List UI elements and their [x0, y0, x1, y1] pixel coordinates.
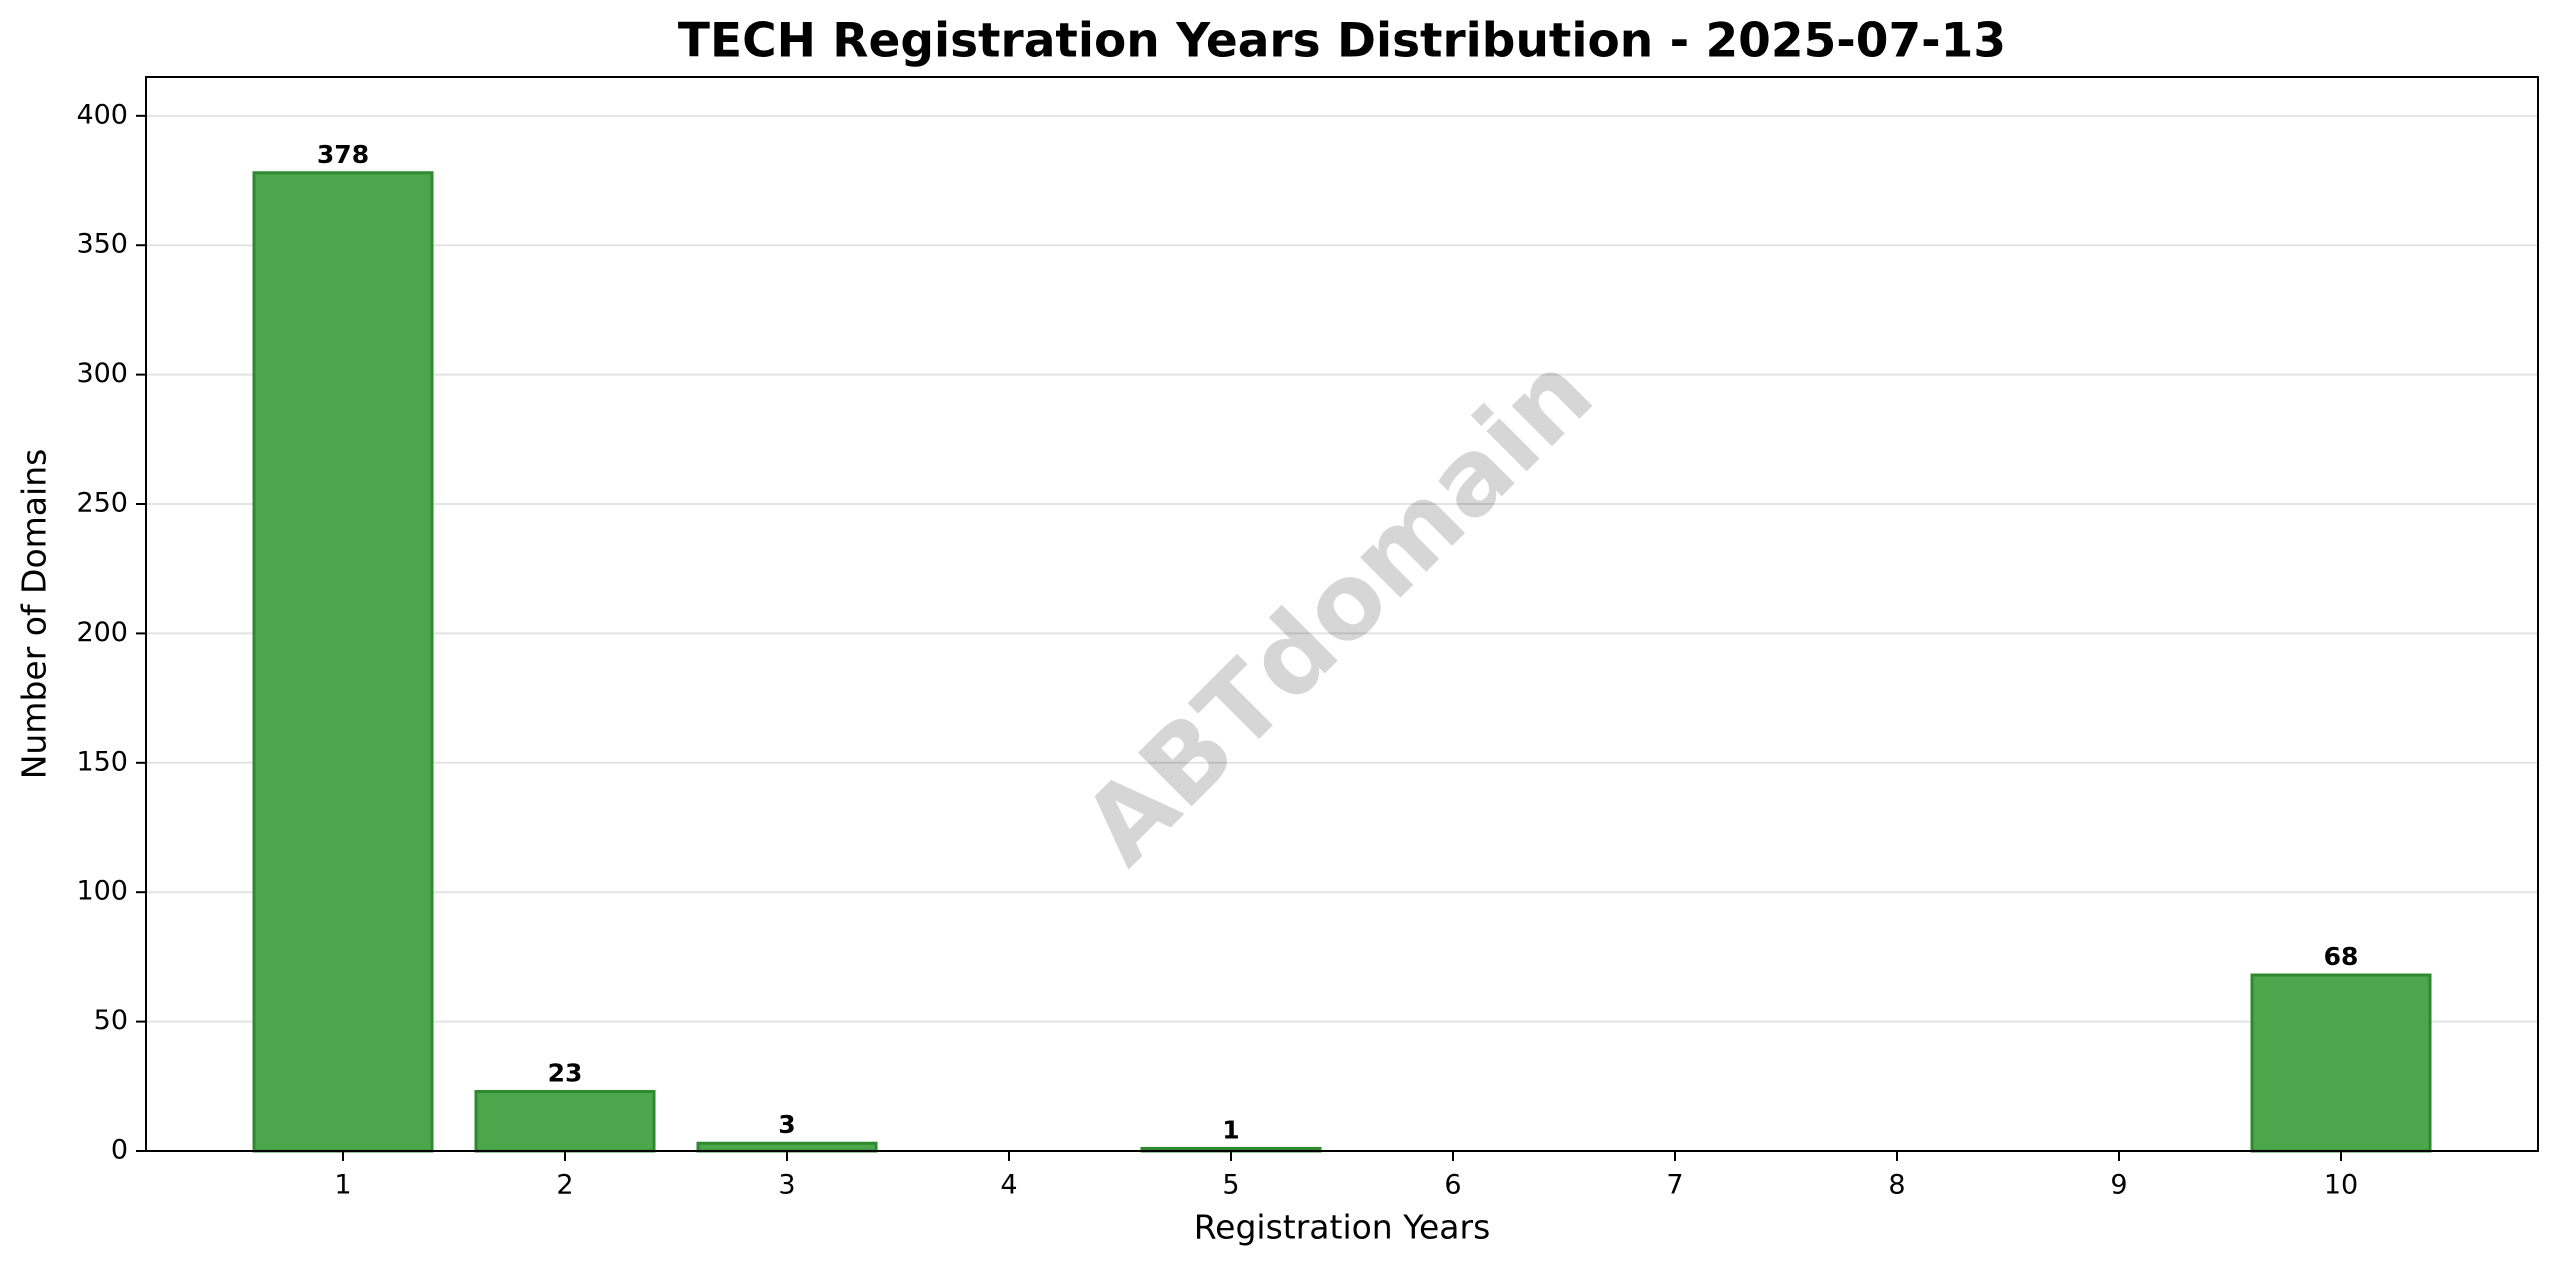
y-tick-label: 400 — [76, 99, 128, 130]
y-tick-label: 250 — [76, 488, 128, 519]
data-label-3: 3 — [778, 1110, 795, 1139]
x-tick-label: 1 — [334, 1170, 351, 1201]
y-tick-label: 0 — [111, 1135, 128, 1166]
x-axis-ticks: 1 2 3 4 5 6 7 8 9 10 — [334, 1151, 2358, 1201]
data-label-5: 1 — [1222, 1115, 1239, 1144]
grid-lines — [146, 114, 2538, 1023]
x-tick-label: 2 — [556, 1170, 573, 1201]
y-tick-label: 150 — [76, 746, 128, 777]
data-label-1: 378 — [317, 140, 369, 169]
x-tick-label: 10 — [2324, 1170, 2358, 1201]
y-tick-label: 100 — [76, 876, 128, 907]
bar-2 — [474, 1089, 656, 1153]
x-tick-label: 7 — [1666, 1170, 1683, 1201]
x-axis-label: Registration Years — [1194, 1208, 1491, 1247]
x-tick-label: 3 — [778, 1170, 795, 1201]
data-label-10: 68 — [2324, 942, 2359, 971]
data-labels: 378 23 3 1 68 — [317, 140, 2358, 1145]
x-tick-label: 9 — [2110, 1170, 2127, 1201]
y-tick-label: 350 — [76, 229, 128, 260]
data-label-2: 23 — [548, 1058, 583, 1087]
y-tick-label: 50 — [94, 1005, 128, 1036]
bar-10 — [2250, 973, 2432, 1153]
y-axis-label: Number of Domains — [15, 449, 54, 780]
x-tick-label: 5 — [1222, 1170, 1239, 1201]
x-tick-label: 6 — [1444, 1170, 1461, 1201]
bar-1 — [252, 171, 434, 1153]
x-tick-label: 4 — [1000, 1170, 1017, 1201]
x-tick-label: 8 — [1888, 1170, 1905, 1201]
chart-title: TECH Registration Years Distribution - 2… — [678, 14, 2006, 69]
y-tick-label: 300 — [76, 358, 128, 389]
y-axis-ticks: 0 50 100 150 200 250 300 350 400 — [76, 99, 146, 1166]
y-tick-label: 200 — [76, 617, 128, 648]
plot-frame — [145, 76, 2539, 1152]
bar-3 — [696, 1141, 878, 1153]
